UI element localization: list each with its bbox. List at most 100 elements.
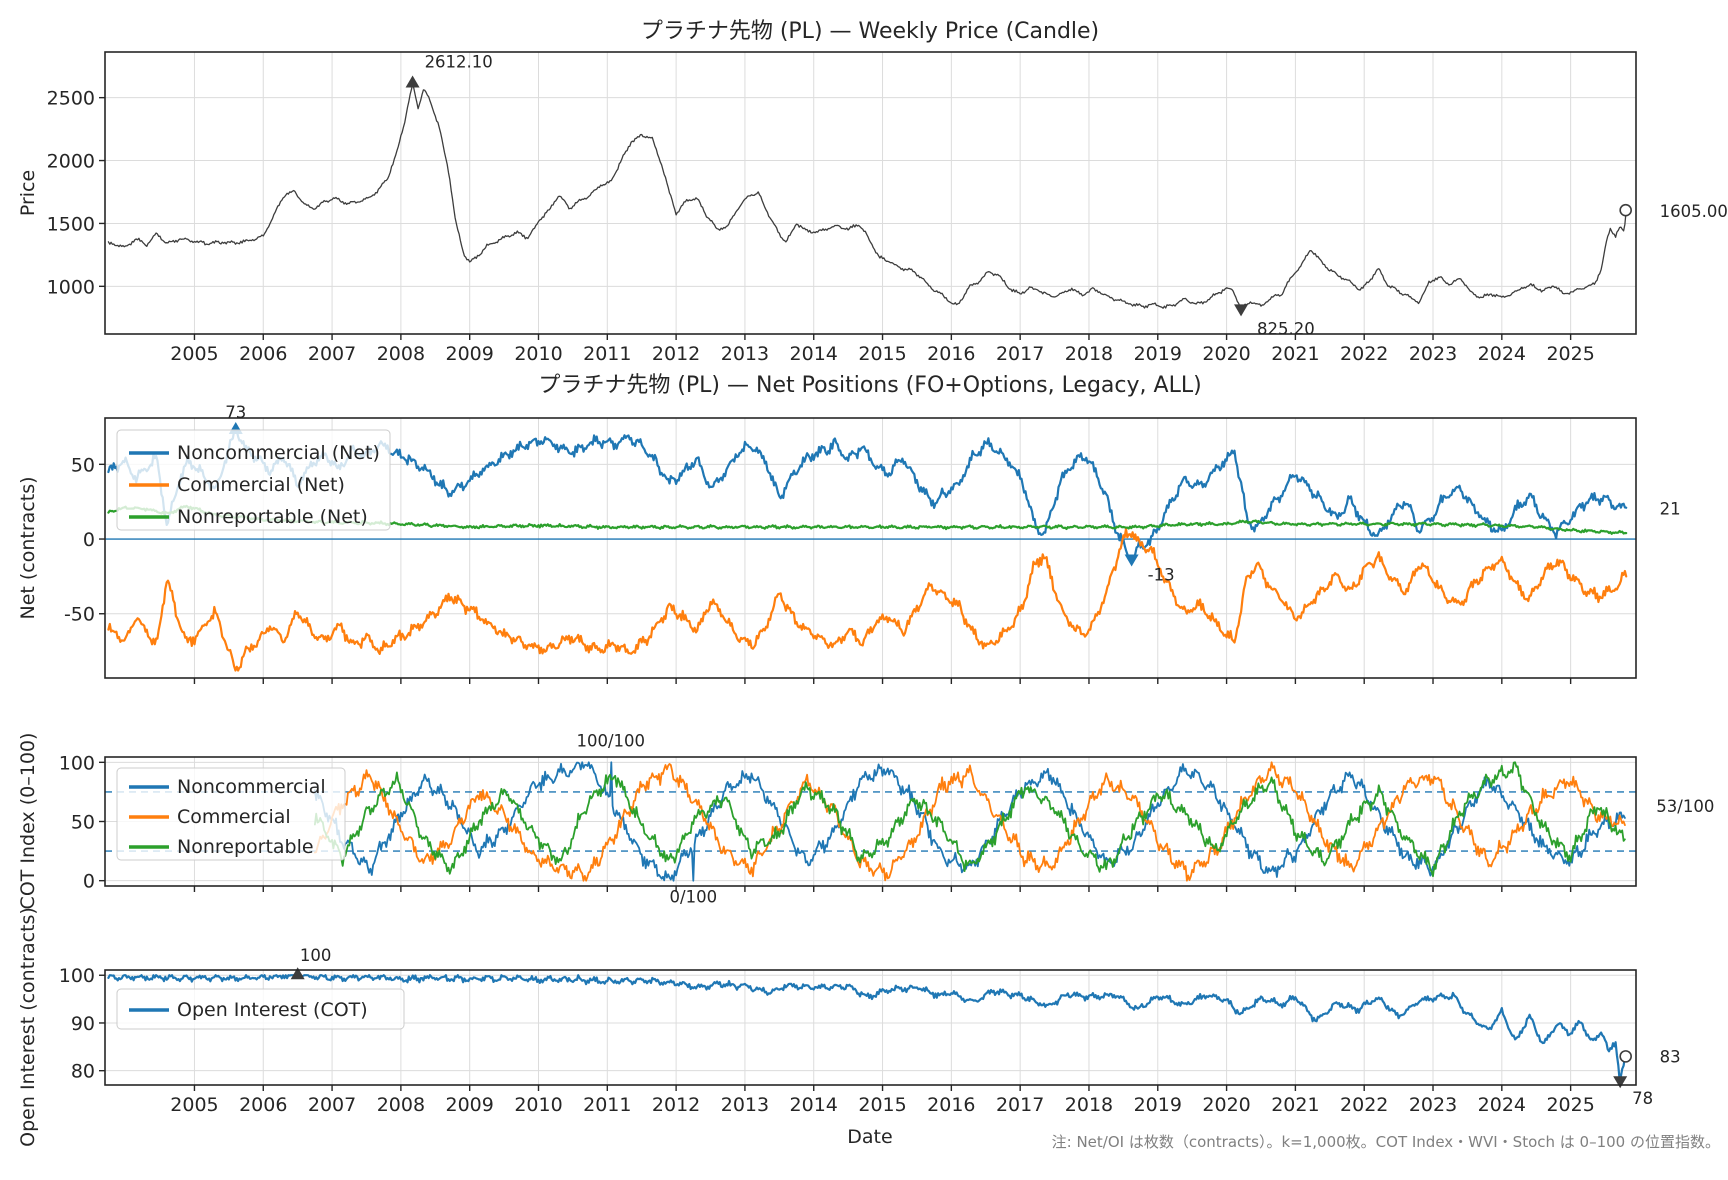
legend-label-open-interest: Open Interest (COT) xyxy=(177,999,368,1021)
panel-cot-index: Noncommercial Commercial Nonreportable 100/… xyxy=(59,731,1715,906)
x-tick-label: 2010 xyxy=(514,343,562,365)
min-marker-icon xyxy=(1234,304,1249,317)
price-grid xyxy=(105,52,1636,334)
x-tick-label: 2014 xyxy=(790,1094,838,1116)
x-tick-label: 2013 xyxy=(721,343,769,365)
x-tick-label: 2018 xyxy=(1065,1094,1113,1116)
y-tick-label: 0 xyxy=(83,871,95,893)
x-tick-label: 2014 xyxy=(790,343,838,365)
panels-root: 2612.10 825.20 1605.00 2005 2006 2007 2008 2009… xyxy=(47,51,1728,1116)
x-tick-label: 2022 xyxy=(1340,1094,1388,1116)
price-panel-title: プラチナ先物 (PL) — Weekly Price (Candle) xyxy=(641,19,1099,44)
price-markers xyxy=(405,75,1632,317)
cot-index-ticks: 0 50 100 xyxy=(59,752,1572,893)
x-tick-label: 2006 xyxy=(239,1094,287,1116)
x-tick-label: 2022 xyxy=(1340,343,1388,365)
y-tick-label: -50 xyxy=(64,604,95,626)
x-tick-label: 2010 xyxy=(514,1094,562,1116)
y-tick-label: 0 xyxy=(83,529,95,551)
x-tick-label: 2011 xyxy=(583,343,631,365)
x-tick-label: 2006 xyxy=(239,343,287,365)
x-tick-label: 2023 xyxy=(1409,343,1457,365)
max-marker-icon xyxy=(405,75,420,88)
legend-label-noncommercial-index: Noncommercial xyxy=(177,776,326,798)
commercial-net-series xyxy=(107,527,1628,672)
open-interest-series xyxy=(107,974,1628,1082)
open-interest-spine xyxy=(104,969,1637,1086)
last-value-marker-icon xyxy=(1619,1050,1632,1063)
net-y-axis-label: Net (contracts) xyxy=(17,476,39,619)
x-tick-label: 2011 xyxy=(583,1094,631,1116)
x-tick-label: 2009 xyxy=(446,1094,494,1116)
x-tick-label: 2019 xyxy=(1134,1094,1182,1116)
x-tick-label: 2015 xyxy=(858,343,906,365)
legend-label-commercial-net: Commercial (Net) xyxy=(177,474,345,496)
pl-weekly-price-series xyxy=(107,82,1627,309)
x-tick-label: 2015 xyxy=(858,1094,906,1116)
cot-index-annotation: 100/100 xyxy=(576,731,645,750)
open-interest-ticks: 2005 2006 2007 2008 2009 2010 2011 2012 2013 2014… xyxy=(59,965,1595,1116)
y-tick-label: 100 xyxy=(59,752,95,774)
x-tick-label: 2018 xyxy=(1065,343,1113,365)
panel-net-positions: Noncommercial (Net) Commercial (Net) Nonre… xyxy=(64,403,1681,684)
x-tick-label: 2017 xyxy=(996,343,1044,365)
x-tick-label: 2007 xyxy=(308,343,356,365)
x-tick-label: 2008 xyxy=(377,1094,425,1116)
y-tick-label: 80 xyxy=(71,1061,95,1083)
legend-label-noncommercial-net: Noncommercial (Net) xyxy=(177,442,380,464)
net-positions-annotation: 73 xyxy=(225,403,246,422)
open-interest-annotation: 78 xyxy=(1632,1089,1653,1108)
x-tick-label: 2025 xyxy=(1546,343,1594,365)
x-tick-label: 2021 xyxy=(1271,343,1319,365)
legend-label-commercial-index: Commercial xyxy=(177,806,291,828)
x-tick-label: 2021 xyxy=(1271,1094,1319,1116)
y-tick-label: 1000 xyxy=(47,276,95,298)
cot-index-spine xyxy=(104,756,1637,887)
y-tick-label: 2000 xyxy=(47,151,95,173)
net-positions-annotation: 21 xyxy=(1660,500,1681,519)
min-marker-icon xyxy=(1613,1076,1628,1089)
price-annotation: 2612.10 xyxy=(425,53,493,72)
x-tick-label: 2005 xyxy=(170,1094,218,1116)
price-ticks: 2005 2006 2007 2008 2009 2010 2011 2012 2013 2014… xyxy=(47,88,1595,365)
nonreportable-index-series xyxy=(314,761,1626,878)
footnote: 注: Net/OI は枚数（contracts）。k=1,000枚。COT In… xyxy=(1052,1133,1720,1151)
y-tick-label: 90 xyxy=(71,1013,95,1035)
x-tick-label: 2009 xyxy=(446,343,494,365)
price-spine xyxy=(104,51,1637,335)
x-tick-label: 2023 xyxy=(1409,1094,1457,1116)
open-interest-annotation: 100 xyxy=(300,946,332,965)
y-tick-label: 1500 xyxy=(47,213,95,235)
open-interest-y-axis-label: Open Interest (contracts) xyxy=(17,907,39,1147)
x-tick-label: 2020 xyxy=(1202,1094,1250,1116)
cot-index-legend: Noncommercial Commercial Nonreportable xyxy=(116,767,346,861)
cot-index-y-axis-label: COT Index (0–100) xyxy=(17,733,39,910)
panel-price: 2612.10 825.20 1605.00 2005 2006 2007 2008 2009… xyxy=(47,51,1728,365)
y-tick-label: 50 xyxy=(71,454,95,476)
price-y-axis-label: Price xyxy=(17,170,39,216)
min-marker-icon xyxy=(1124,554,1139,567)
net-positions-panel-title: プラチナ先物 (PL) — Net Positions (FO+Options,… xyxy=(538,373,1201,398)
x-tick-label: 2013 xyxy=(721,1094,769,1116)
price-annotations: 2612.10 825.20 1605.00 xyxy=(425,53,1728,339)
y-tick-label: 50 xyxy=(71,812,95,834)
y-tick-label: 100 xyxy=(59,965,95,987)
legend-label-nonreportable-index: Nonreportable xyxy=(177,836,314,858)
legend-label-nonreportable-net: Nonreportable (Net) xyxy=(177,506,368,528)
cot-index-series-group xyxy=(314,761,1626,882)
x-tick-label: 2012 xyxy=(652,343,700,365)
x-tick-label: 2008 xyxy=(377,343,425,365)
cot-index-annotation: 0/100 xyxy=(670,888,718,907)
open-interest-markers xyxy=(290,967,1632,1089)
price-series-group xyxy=(107,82,1627,309)
open-interest-annotations: 100 78 83 xyxy=(300,946,1681,1108)
x-tick-label: 2007 xyxy=(308,1094,356,1116)
open-interest-series-group xyxy=(107,974,1628,1082)
x-tick-label: 2005 xyxy=(170,343,218,365)
x-tick-label: 2019 xyxy=(1134,343,1182,365)
net-positions-spine xyxy=(104,417,1637,679)
x-tick-label: 2017 xyxy=(996,1094,1044,1116)
price-annotation: 825.20 xyxy=(1257,319,1315,338)
